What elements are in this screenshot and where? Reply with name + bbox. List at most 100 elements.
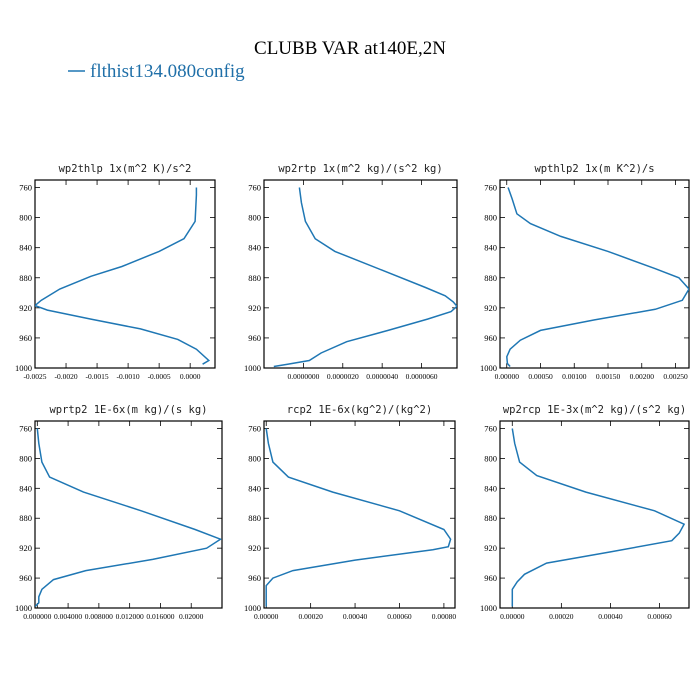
profile-line xyxy=(273,187,457,368)
x-tick-label: -0.0025 xyxy=(23,372,46,381)
y-tick-label: 840 xyxy=(248,483,261,493)
x-tick-label: 0.00040 xyxy=(598,612,623,621)
plot-frame xyxy=(263,420,456,609)
y-tick-label: 960 xyxy=(19,573,32,583)
x-tick-label: 0.00250 xyxy=(663,372,688,381)
legend: flthist134.080config xyxy=(68,61,245,82)
y-tick-label: 800 xyxy=(19,453,32,463)
y-tick-label: 920 xyxy=(19,543,32,553)
x-tick-label: 0.00000 xyxy=(500,612,525,621)
profile-line xyxy=(506,187,689,368)
y-tick-label: 880 xyxy=(19,273,32,283)
y-tick-label: 960 xyxy=(248,573,261,583)
subplot-6: wp2rcp 1E-3x(m^2 kg)/(s^2 kg) 760 800 840 88… xyxy=(480,404,690,621)
x-tick-label: 0.0000000 xyxy=(287,372,319,381)
x-tick-label: 0.00000 xyxy=(495,372,520,381)
x-tick-label: -0.0015 xyxy=(86,372,109,381)
subplot-4: wprtp2 1E-6x(m kg)/(s kg) 760 800 840 880 920… xyxy=(15,404,223,621)
subplot-title: wp2rcp 1E-3x(m^2 kg)/(s^2 kg) xyxy=(503,404,686,416)
x-tick-label: 0.0000 xyxy=(180,372,201,381)
subplot-5: rcp2 1E-6x(kg^2)/(kg^2) 760 800 840 880 920 96… xyxy=(244,404,456,621)
y-tick-label: 840 xyxy=(484,243,497,253)
y-tick-label: 840 xyxy=(248,243,261,253)
x-tick-label: -0.0020 xyxy=(54,372,77,381)
y-tick-label: 960 xyxy=(248,333,261,343)
figure-title: CLUBB VAR at140E,2N xyxy=(254,38,446,59)
x-tick-label: 0.0000020 xyxy=(327,372,359,381)
y-tick-label: 920 xyxy=(19,303,32,313)
subplot-title: rcp2 1E-6x(kg^2)/(kg^2) xyxy=(287,404,432,416)
profile-line xyxy=(35,428,222,608)
y-tick-label: 920 xyxy=(484,303,497,313)
profile-line xyxy=(511,428,686,607)
y-tick-label: 1000 xyxy=(480,363,497,373)
x-tick-label: 0.016000 xyxy=(146,612,174,621)
y-tick-label: 1000 xyxy=(15,603,32,613)
subplot-title: wprtp2 1E-6x(m kg)/(s kg) xyxy=(49,404,207,416)
y-tick-label: 1000 xyxy=(15,363,32,373)
y-tick-label: 1000 xyxy=(244,603,261,613)
x-tick-label: 0.012000 xyxy=(116,612,144,621)
y-tick-label: 840 xyxy=(484,483,497,493)
x-tick-label: 0.00020 xyxy=(298,612,323,621)
x-tick-label: 0.00150 xyxy=(596,372,621,381)
y-tick-label: 880 xyxy=(248,513,261,523)
x-tick-label: 0.00050 xyxy=(528,372,553,381)
x-tick-label: 0.00020 xyxy=(549,612,574,621)
profile-line xyxy=(265,428,452,607)
y-tick-label: 800 xyxy=(248,453,261,463)
legend-label: flthist134.080config xyxy=(90,61,245,82)
subplot-title: wpthlp2 1x(m K^2)/s xyxy=(534,163,654,175)
plot-frame xyxy=(34,179,216,369)
y-tick-label: 800 xyxy=(248,213,261,223)
x-tick-label: 0.02000 xyxy=(179,612,204,621)
y-tick-label: 760 xyxy=(484,183,497,193)
x-tick-label: 0.008000 xyxy=(85,612,113,621)
x-tick-label: 0.00060 xyxy=(387,612,412,621)
plot-frame xyxy=(263,179,458,369)
y-tick-label: 1000 xyxy=(244,363,261,373)
x-tick-label: 0.004000 xyxy=(54,612,82,621)
y-tick-label: 960 xyxy=(484,573,497,583)
plot-frame xyxy=(499,179,690,369)
y-tick-label: 760 xyxy=(248,423,261,433)
x-tick-label: 0.000000 xyxy=(23,612,51,621)
y-tick-label: 880 xyxy=(484,273,497,283)
y-tick-label: 960 xyxy=(484,333,497,343)
y-tick-label: 840 xyxy=(19,243,32,253)
x-tick-label: 0.0000060 xyxy=(406,372,438,381)
subplot-title: wp2rtp 1x(m^2 kg)/(s^2 kg) xyxy=(278,163,442,175)
y-tick-label: 840 xyxy=(19,483,32,493)
x-tick-label: 0.00000 xyxy=(254,612,279,621)
x-tick-label: 0.00100 xyxy=(562,372,587,381)
y-tick-label: 960 xyxy=(19,333,32,343)
y-tick-label: 760 xyxy=(484,423,497,433)
x-tick-label: 0.00080 xyxy=(432,612,457,621)
y-tick-label: 880 xyxy=(484,513,497,523)
y-tick-label: 880 xyxy=(248,273,261,283)
y-tick-label: 760 xyxy=(19,423,32,433)
y-tick-label: 760 xyxy=(19,183,32,193)
y-tick-label: 920 xyxy=(248,303,261,313)
subplot-1: wp2thlp 1x(m^2 K)/s^2 760 800 840 880 920 960 1… xyxy=(15,163,216,381)
y-tick-label: 800 xyxy=(19,213,32,223)
y-tick-label: 880 xyxy=(19,513,32,523)
plot-frame xyxy=(499,420,690,609)
x-tick-label: 0.00200 xyxy=(630,372,655,381)
x-tick-label: 0.0000040 xyxy=(366,372,398,381)
y-tick-label: 760 xyxy=(248,183,261,193)
subplot-grid: wp2thlp 1x(m^2 K)/s^2 760 800 840 880 920 960 1… xyxy=(15,163,690,621)
subplot-3: wpthlp2 1x(m K^2)/s 760 800 840 880 920 960 100… xyxy=(480,163,690,381)
y-tick-label: 920 xyxy=(484,543,497,553)
x-tick-label: -0.0005 xyxy=(148,372,171,381)
y-tick-label: 920 xyxy=(248,543,261,553)
y-tick-label: 800 xyxy=(484,213,497,223)
y-tick-label: 1000 xyxy=(480,603,497,613)
x-tick-label: 0.00060 xyxy=(647,612,672,621)
subplot-title: wp2thlp 1x(m^2 K)/s^2 xyxy=(59,163,192,175)
subplot-2: wp2rtp 1x(m^2 kg)/(s^2 kg) 760 800 840 880 92… xyxy=(244,163,458,381)
y-tick-label: 800 xyxy=(484,453,497,463)
profile-line xyxy=(35,187,211,365)
x-tick-label: 0.00040 xyxy=(343,612,368,621)
